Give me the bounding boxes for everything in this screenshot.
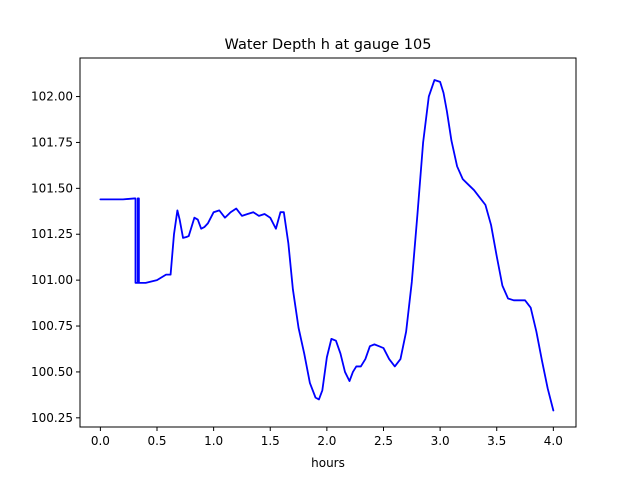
y-tick-label: 100.25 [31, 411, 73, 425]
y-tick-label: 101.50 [31, 181, 73, 195]
x-tick-label: 0.0 [91, 434, 110, 448]
y-tick-label: 101.25 [31, 227, 73, 241]
y-tick-label: 100.75 [31, 319, 73, 333]
x-tick-label: 2.0 [317, 434, 336, 448]
x-tick-label: 4.0 [544, 434, 563, 448]
x-tick-label: 0.5 [147, 434, 166, 448]
y-tick-label: 100.50 [31, 365, 73, 379]
y-tick-label: 101.00 [31, 273, 73, 287]
chart-title: Water Depth h at gauge 105 [225, 37, 432, 53]
x-tick-label: 1.0 [204, 434, 223, 448]
x-tick-label: 3.5 [487, 434, 506, 448]
y-tick-label: 102.00 [31, 90, 73, 104]
y-tick-label: 101.75 [31, 135, 73, 149]
x-axis-label: hours [311, 456, 345, 470]
x-tick-label: 3.0 [431, 434, 450, 448]
x-tick-label: 2.5 [374, 434, 393, 448]
x-tick-label: 1.5 [261, 434, 280, 448]
